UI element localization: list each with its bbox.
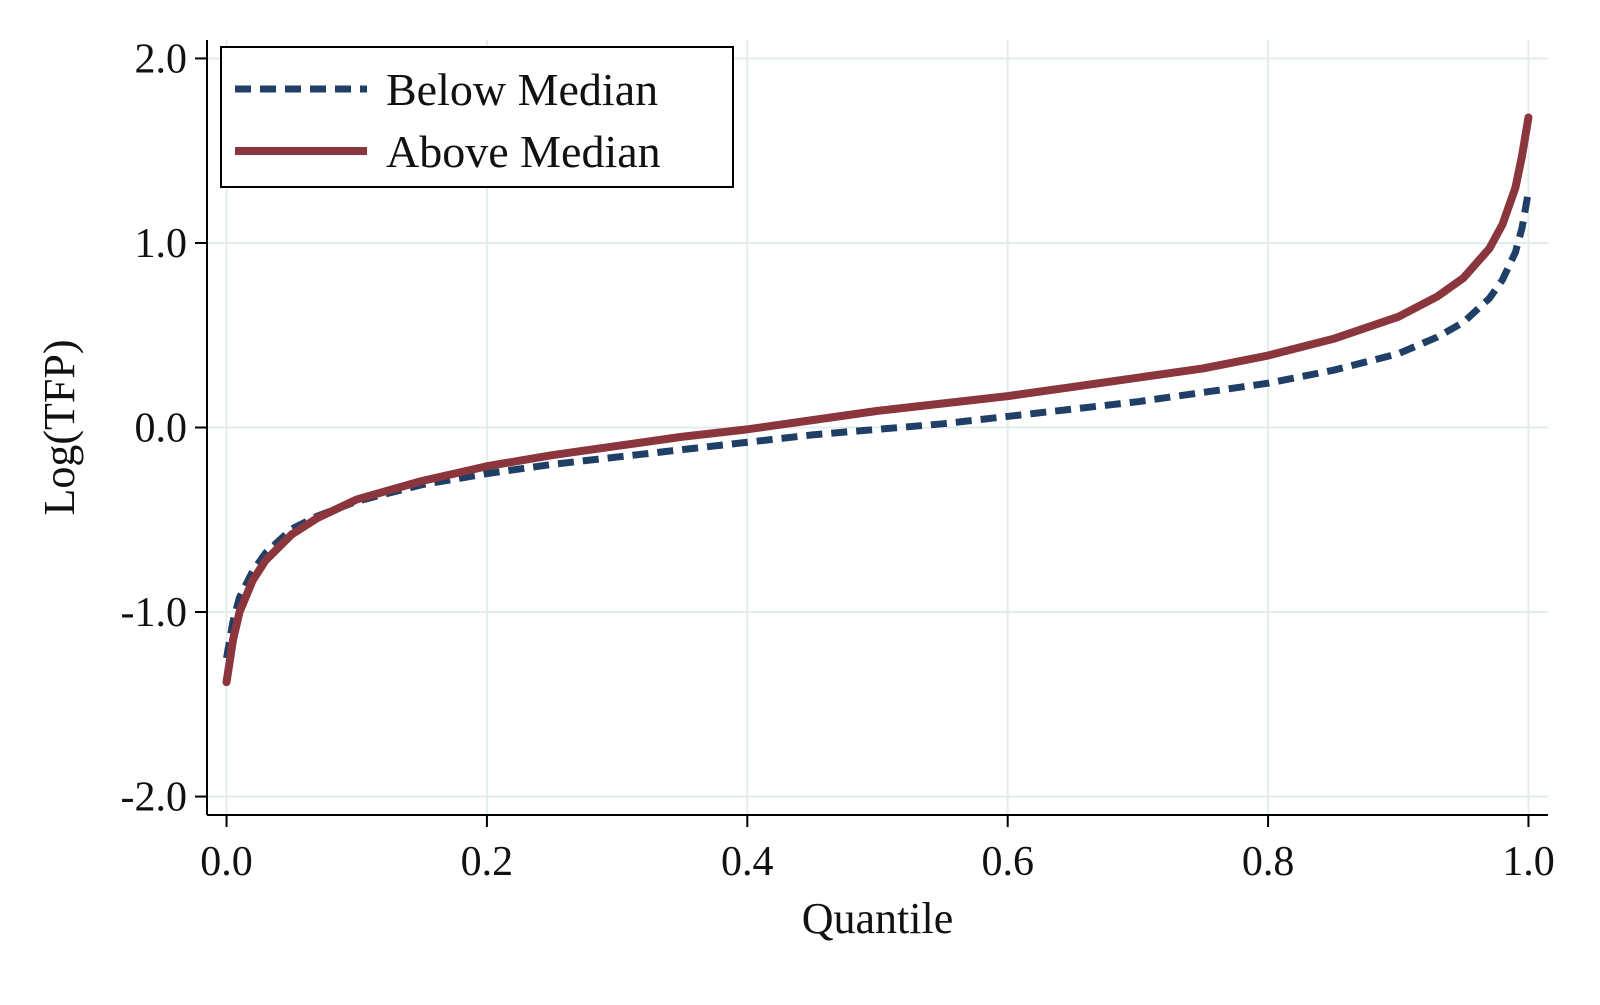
- axes: 0.0 0.2 0.4 0.6 0.8 1.0 -2.0 -1.0 0.0 1.0 2.0 Quant…: [35, 36, 1555, 943]
- legend-box: [220, 46, 734, 188]
- y-tick-label: 0.0: [135, 406, 188, 452]
- x-tick-label: 1.0: [1502, 839, 1555, 885]
- series-line-above-median: [222, 113, 1533, 687]
- y-tick-label: -1.0: [121, 590, 188, 636]
- x-tick-label: 0.4: [721, 839, 774, 885]
- y-tick-label: 1.0: [135, 221, 188, 267]
- legend-label: Above Median: [386, 126, 661, 177]
- x-tick-label: 0.0: [200, 839, 253, 885]
- y-axis-title: Log(TFP): [35, 340, 84, 516]
- series-line-below-median: [223, 190, 1532, 659]
- y-tick-label: 2.0: [135, 36, 188, 82]
- x-tick-label: 0.8: [1242, 839, 1295, 885]
- legend-label: Below Median: [386, 64, 658, 115]
- series-lines: [222, 113, 1533, 687]
- legend: Below Median Above Median: [220, 46, 734, 188]
- y-tick-label: -2.0: [121, 775, 188, 821]
- x-tick-label: 0.2: [461, 839, 514, 885]
- x-axis-title: Quantile: [802, 894, 954, 943]
- x-tick-label: 0.6: [981, 839, 1034, 885]
